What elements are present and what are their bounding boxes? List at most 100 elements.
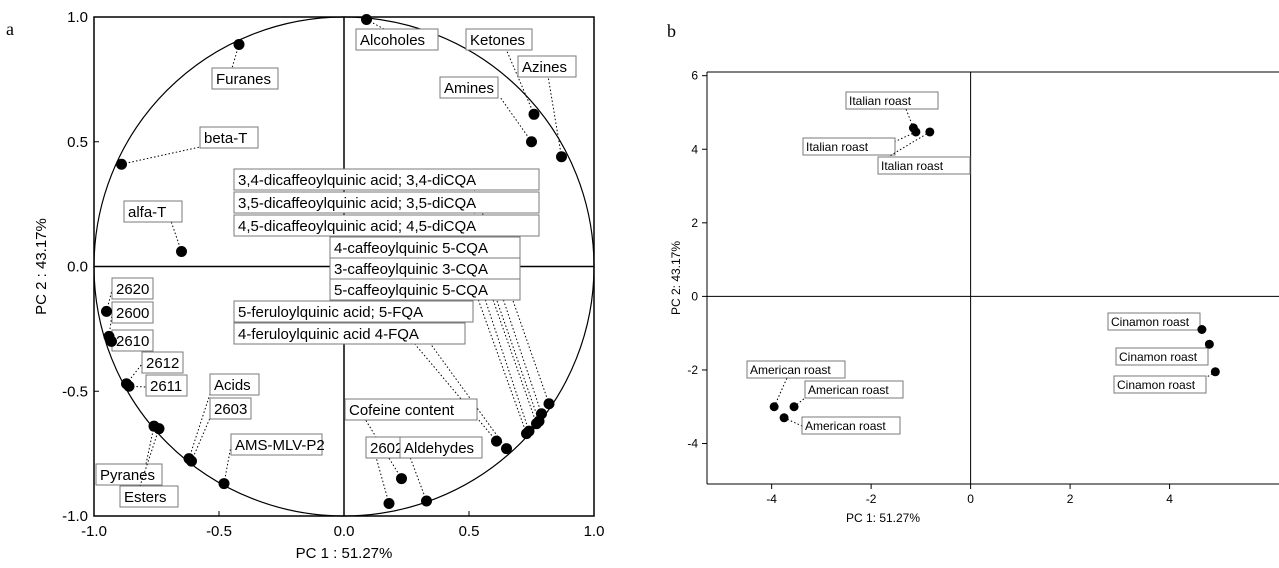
panel-letter-b: b bbox=[667, 21, 676, 41]
point-label-a-box bbox=[355, 28, 439, 51]
y-tick-label-a: -1.0 bbox=[62, 508, 88, 525]
data-point-a bbox=[526, 136, 537, 148]
point-label-b-box bbox=[746, 360, 846, 379]
leader-line-b bbox=[773, 377, 788, 407]
point-label-a-text: Aldehydes bbox=[404, 440, 474, 457]
data-point-a bbox=[501, 443, 512, 455]
point-label-b-text: Italian roast bbox=[806, 140, 869, 154]
point-label-a-text: 4-feruloylquinic acid 4-FQA bbox=[238, 326, 419, 343]
point-label-a-box bbox=[439, 76, 499, 99]
markers-a bbox=[101, 13, 567, 510]
point-label-a-text: 5-feruloylquinic acid; 5-FQA bbox=[238, 304, 423, 321]
x-tick-label-a: 0.0 bbox=[334, 523, 355, 540]
data-point-a bbox=[233, 38, 245, 50]
point-label-b-box bbox=[845, 91, 939, 110]
x-axis-title-a: PC 1 : 51.27% bbox=[296, 545, 393, 562]
x-axis-title-b: PC 1: 51.27% bbox=[846, 511, 920, 525]
point-label-a-text: alfa-T bbox=[128, 204, 166, 221]
point-label-a-text: AMS-MLV-P2 bbox=[235, 437, 325, 454]
leader-line-a bbox=[145, 426, 155, 465]
leader-line-a bbox=[188, 393, 211, 459]
chart-a-loadings: -1.0 -0.5 0.0 0.5 1.0 -1.0 -0.5 0.0 0.5 1.0 PC 1 :… bbox=[33, 9, 604, 562]
data-point-a bbox=[421, 495, 432, 507]
point-label-a-text: 2611 bbox=[150, 378, 182, 395]
leader-line-b bbox=[887, 131, 931, 158]
x-tick-label-b: -2 bbox=[866, 492, 877, 506]
point-label-a-text: 3,4-dicaffeoylquinic acid; 3,4-diCQA bbox=[238, 172, 476, 189]
data-point-b bbox=[1204, 339, 1214, 349]
point-label-a-text: Pyranes bbox=[100, 467, 155, 484]
point-label-a-box bbox=[209, 397, 252, 420]
leader-line-a bbox=[128, 385, 147, 388]
chart-b-scores: -4 -2 0 2 4 -4 -2 0 2 4 6 PC 1: 51.27% PC 2: 43.17% I… bbox=[669, 69, 1279, 525]
data-point-a bbox=[116, 158, 127, 170]
data-point-b bbox=[789, 402, 799, 412]
data-point-b bbox=[1197, 325, 1207, 334]
leader-line-a bbox=[223, 445, 232, 484]
y-tick-label-b: -2 bbox=[687, 363, 698, 377]
point-label-a-box bbox=[233, 191, 540, 214]
point-label-a-text: 2620 bbox=[116, 281, 149, 298]
point-label-a-text: beta-T bbox=[204, 130, 247, 147]
point-label-a-text: Ketones bbox=[470, 32, 525, 49]
data-point-a bbox=[491, 435, 502, 447]
data-point-a bbox=[101, 305, 112, 317]
markers-b bbox=[769, 123, 1220, 423]
leader-line-a bbox=[477, 277, 530, 432]
data-point-a bbox=[176, 246, 187, 258]
point-label-b-box bbox=[1107, 312, 1201, 331]
point-label-a-box bbox=[123, 200, 183, 223]
point-label-a-box bbox=[111, 301, 154, 324]
data-point-a bbox=[361, 13, 372, 25]
point-label-b-text: Cinamon roast bbox=[1119, 350, 1198, 364]
point-label-a-text: 2610 bbox=[116, 333, 149, 350]
y-tick-label-b: -4 bbox=[687, 437, 698, 451]
point-label-a-text: 3,5-dicaffeoylquinic acid; 3,5-diCQA bbox=[238, 195, 476, 212]
point-label-a-box bbox=[465, 28, 533, 51]
point-label-a-text: 2603 bbox=[214, 401, 247, 418]
point-label-a-text: Cofeine content bbox=[349, 402, 455, 419]
y-tick-label-a: 1.0 bbox=[67, 9, 88, 26]
x-tick-label-a: 0.5 bbox=[459, 523, 480, 540]
point-label-a-box bbox=[344, 398, 478, 421]
point-label-a-box bbox=[141, 351, 184, 374]
y-tick-label-b: 2 bbox=[691, 216, 698, 230]
data-point-b bbox=[925, 127, 935, 137]
x-tick-label-a: -0.5 bbox=[206, 523, 232, 540]
point-label-a-text: 4-caffeoylquinic 5-CQA bbox=[334, 240, 488, 257]
data-point-a bbox=[521, 428, 532, 440]
point-label-b-text: Cinamon roast bbox=[1111, 315, 1190, 329]
point-label-a-box bbox=[119, 485, 179, 508]
y-tick-label-a: 0.0 bbox=[67, 259, 88, 276]
leader-line-a bbox=[191, 417, 211, 462]
y-axis-title-a: PC 2 : 43.17% bbox=[33, 218, 50, 315]
point-label-a-text: 4,5-dicaffeoylquinic acid; 4,5-diCQA bbox=[238, 218, 476, 235]
point-label-a-text: Alcoholes bbox=[360, 32, 425, 49]
point-label-a-box bbox=[111, 277, 154, 300]
y-tick-label-b: 6 bbox=[691, 69, 698, 83]
point-label-a-box bbox=[209, 373, 260, 396]
point-label-a-box bbox=[399, 436, 483, 459]
data-point-a bbox=[218, 478, 230, 490]
data-point-b bbox=[769, 402, 779, 412]
point-label-b-box bbox=[877, 156, 971, 175]
leader-line-a bbox=[547, 75, 562, 157]
leader-line-a bbox=[413, 342, 497, 442]
y-tick-label-b: 4 bbox=[691, 142, 698, 156]
point-label-b-box bbox=[1113, 375, 1207, 394]
data-point-b bbox=[911, 127, 921, 137]
point-label-a-box bbox=[233, 300, 474, 323]
data-point-a bbox=[153, 423, 165, 435]
point-label-a-text: Acids bbox=[214, 377, 251, 394]
leader-line-a bbox=[121, 146, 201, 165]
data-point-a bbox=[396, 473, 407, 485]
point-label-a-box bbox=[517, 55, 577, 78]
point-label-a-text: 3-caffeoylquinic 3-CQA bbox=[334, 261, 488, 278]
data-point-b bbox=[1210, 367, 1220, 377]
point-label-b-box bbox=[801, 416, 901, 435]
y-tick-label-a: 0.5 bbox=[67, 134, 88, 151]
data-point-a bbox=[106, 335, 117, 347]
point-label-b-box bbox=[804, 380, 904, 399]
point-label-b-text: American roast bbox=[750, 363, 831, 377]
y-axis-title-b: PC 2: 43.17% bbox=[669, 241, 683, 315]
